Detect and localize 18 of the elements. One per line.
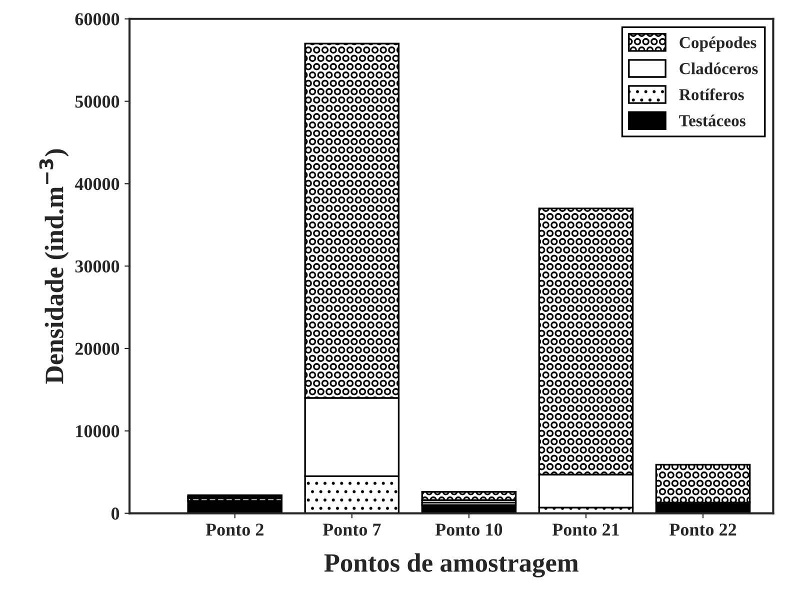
legend-label: Copépodes	[680, 36, 756, 52]
y-tick-label: 50000	[75, 96, 120, 108]
y-tick-label: 0	[111, 508, 120, 520]
legend-label: Cladóceros	[680, 62, 758, 74]
x-tick-label: Ponto 7	[322, 524, 381, 536]
x-axis-title: Pontos de amostragem	[324, 553, 578, 578]
x-tick-label: Ponto 10	[435, 524, 502, 536]
y-tick-label: 10000	[76, 425, 120, 438]
y-tick-label: 30000	[75, 260, 120, 273]
legend-label: Rotíferos	[679, 88, 744, 100]
x-tick-label: Ponto 21	[552, 524, 619, 536]
x-tick-label: Ponto 2	[206, 524, 264, 536]
y-tick-label: 20000	[75, 342, 120, 355]
y-tick-label: 40000	[74, 178, 120, 190]
x-tick-label: Ponto 22	[669, 524, 736, 536]
y-tick-label: 60000	[75, 13, 120, 26]
legend-label: Testáceos	[679, 114, 746, 126]
y-axis-title: Densidade (ind.m$^{−3}$)	[39, 149, 69, 384]
